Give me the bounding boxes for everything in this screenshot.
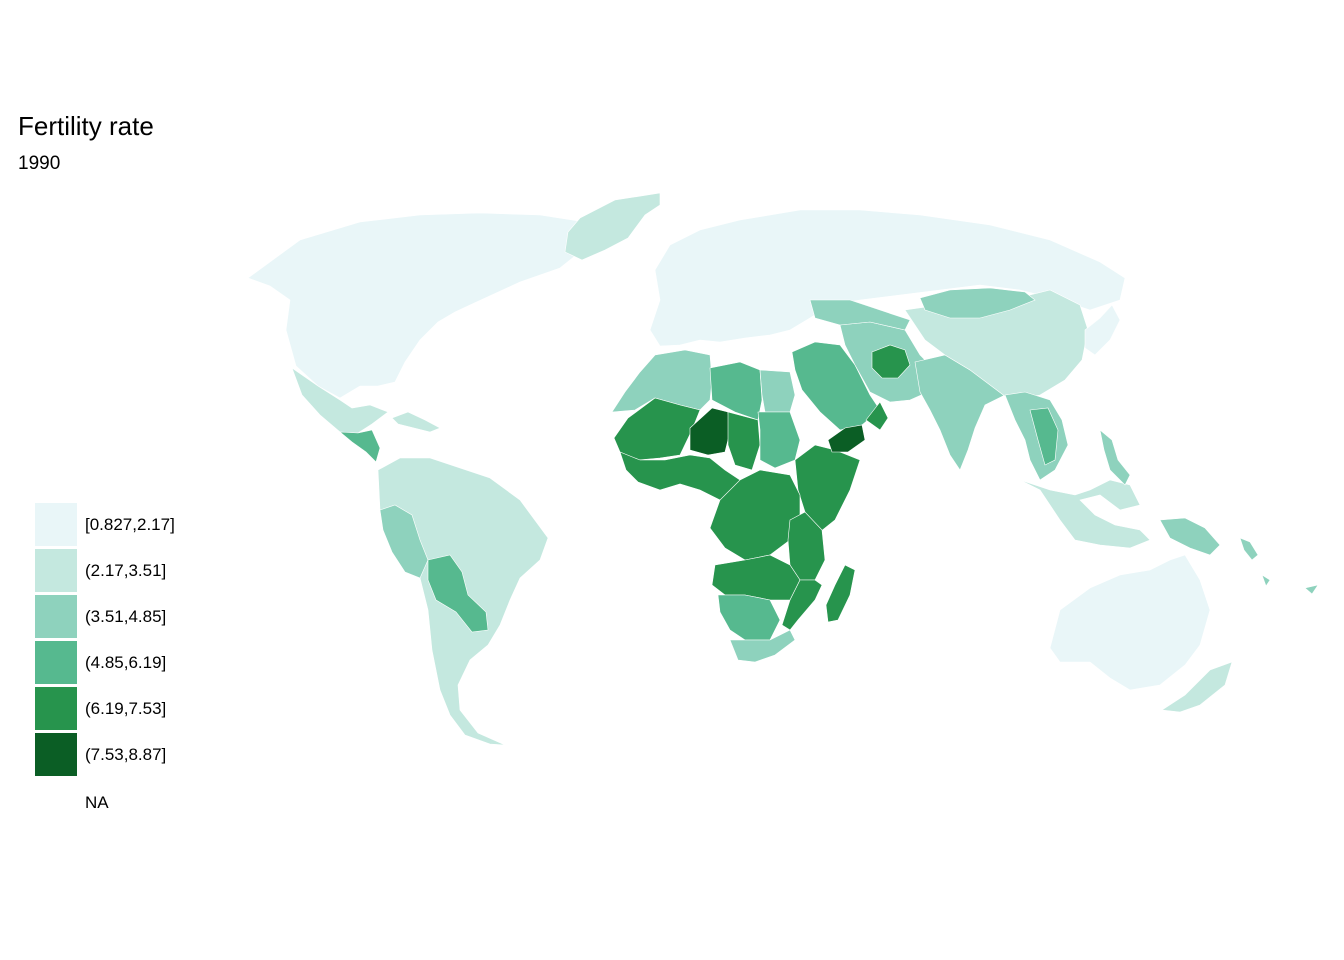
legend-label-class-1: [0.827,2.17] — [85, 515, 175, 534]
region-north-america — [247, 212, 596, 399]
legend-label-class-5: (6.19,7.53] — [85, 699, 167, 718]
region-new-zealand — [1161, 661, 1233, 713]
legend-label-class-2: (2.17,3.51] — [85, 561, 167, 580]
region-madagascar — [825, 564, 856, 623]
region-laos-cambodia — [1029, 407, 1059, 466]
region-southeast-asia — [1004, 391, 1069, 481]
map-subtitle: 1990 — [18, 153, 61, 174]
map-title: Fertility rate — [18, 111, 154, 141]
region-greenland — [564, 192, 661, 261]
region-south-africa — [729, 629, 796, 663]
region-sudan — [757, 411, 801, 469]
region-caribbean — [391, 411, 441, 433]
region-australia — [1049, 554, 1211, 691]
region-central-america — [339, 429, 381, 463]
legend-key-class-3 — [35, 595, 77, 638]
region-yemen — [827, 424, 866, 453]
region-sahel-west — [613, 397, 701, 461]
region-mozambique — [781, 579, 823, 631]
region-oman — [865, 401, 889, 431]
legend-label-class-3: (3.51,4.85] — [85, 607, 167, 626]
region-mongolia — [919, 287, 1036, 319]
legend-key-na — [35, 779, 77, 822]
region-chad — [727, 411, 761, 471]
region-west-africa-coast — [619, 451, 741, 501]
region-angola-zambia — [711, 554, 801, 601]
region-egypt — [759, 369, 796, 413]
region-philippines — [1099, 429, 1131, 486]
legend-label-na: NA — [85, 793, 109, 812]
region-central-asia — [809, 299, 911, 331]
region-niger — [689, 407, 731, 456]
region-andean-west — [379, 504, 429, 579]
region-japan-korea — [1084, 304, 1121, 356]
region-indonesia-malaysia — [1019, 479, 1151, 549]
region-afghanistan — [871, 344, 911, 379]
region-pacific-islands — [1239, 537, 1319, 595]
region-papua-new-guinea — [1159, 517, 1221, 556]
legend-key-class-1 — [35, 503, 77, 546]
legend-key-class-2 — [35, 549, 77, 592]
region-libya — [709, 361, 763, 421]
region-horn-of-africa — [794, 444, 861, 533]
legend-key-class-4 — [35, 641, 77, 684]
region-bolivia-paraguay — [427, 554, 489, 633]
legend-key-class-6 — [35, 733, 77, 776]
legend-key-class-5 — [35, 687, 77, 730]
legend-label-class-4: (4.85,6.19] — [85, 653, 167, 672]
region-mexico — [291, 367, 389, 434]
legend-label-class-6: (7.53,8.87] — [85, 745, 167, 764]
region-namibia-botswana — [717, 594, 781, 641]
